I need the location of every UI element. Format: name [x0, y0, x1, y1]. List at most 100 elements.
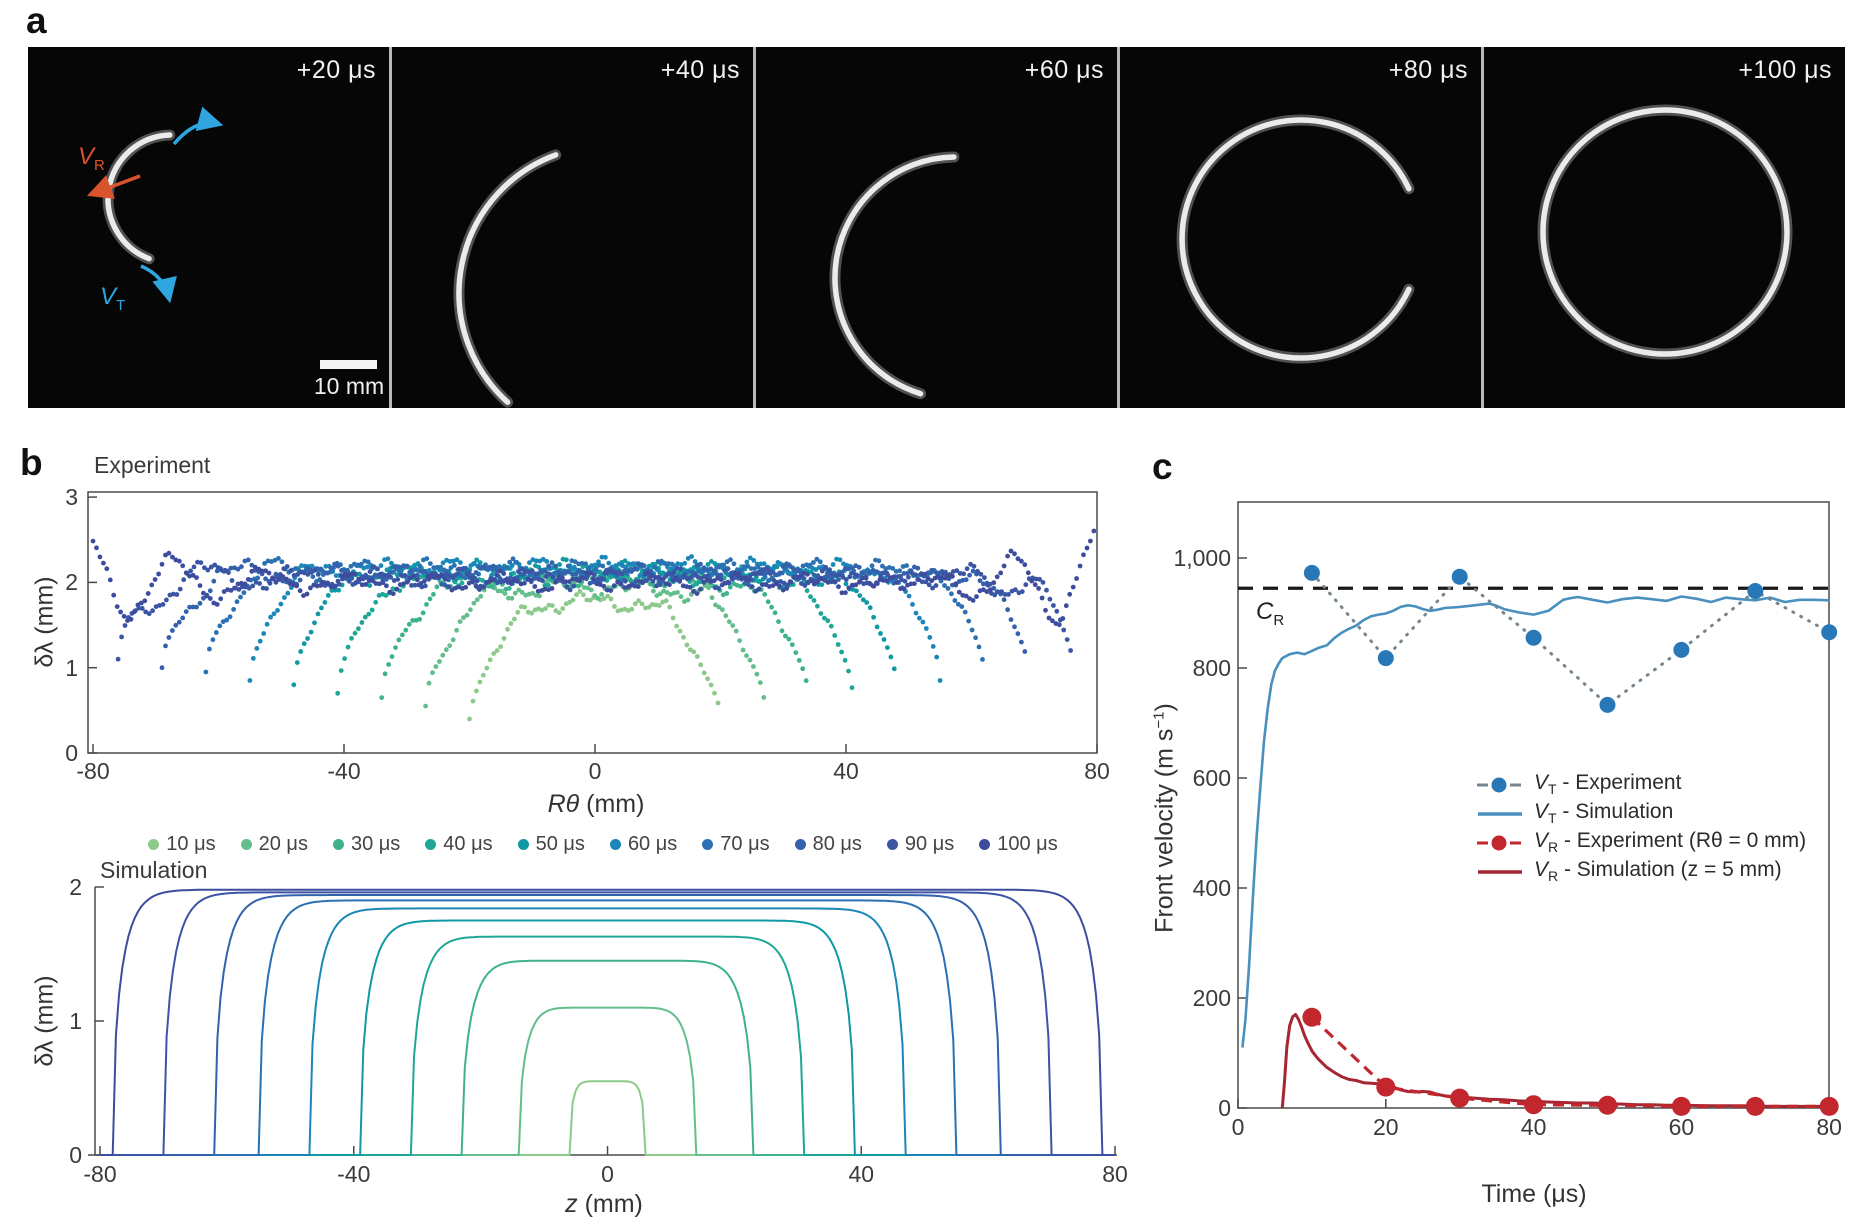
simulation-curve-100μs — [100, 888, 1115, 1156]
velocity-legend-label: VR - Simulation (z = 5 mm) — [1534, 858, 1782, 885]
vt-experiment-point — [1599, 696, 1616, 713]
legend-item: 70 μs — [702, 833, 770, 856]
velocity-legend-item: VT - Experiment — [1476, 770, 1806, 799]
velocity-arrows — [86, 106, 224, 304]
vt-experiment-point — [1747, 583, 1764, 599]
legend-item: 20 μs — [240, 833, 308, 856]
vt-experiment-point — [1303, 564, 1320, 581]
vt-experiment-connector — [1310, 571, 1831, 707]
simulation-curve-10μs — [100, 1080, 1115, 1156]
vr-experiment-point — [1819, 1096, 1839, 1116]
velocity-xtick: 40 — [1520, 1114, 1547, 1140]
experiment-xtick: 40 — [833, 758, 859, 784]
panel-a-frame-strip: +20 μs VR VT 10 mm +40 μs +60 μs +80 μs … — [28, 47, 1845, 408]
legend-label: 70 μs — [720, 833, 770, 855]
legend-label: 20 μs — [258, 833, 308, 855]
experiment-xtick: -80 — [76, 758, 110, 784]
vt-experiment-point — [1673, 641, 1690, 658]
simulation-curve-60μs — [100, 907, 1115, 1156]
simulation-xtick: 40 — [848, 1161, 875, 1187]
velocity-xlabel: Time (μs) — [1481, 1180, 1587, 1208]
velocity-xtick: 60 — [1668, 1114, 1695, 1140]
rayleigh-speed-label: CR — [1256, 598, 1285, 629]
experiment-xtick: 0 — [588, 758, 602, 784]
simulation-xtick: 0 — [601, 1161, 614, 1187]
velocity-ytick: 400 — [1192, 875, 1231, 901]
legend-item: 10 μs — [148, 833, 216, 856]
legend-label: 30 μs — [350, 833, 401, 855]
vt-simulation-line — [1241, 595, 1830, 1048]
scale-bar — [320, 360, 377, 369]
experiment-series-100μs — [90, 528, 1097, 628]
vr-annotation: VR — [78, 143, 105, 174]
dot-dash-marker-icon — [1477, 835, 1521, 850]
legend-item: 60 μs — [609, 833, 678, 856]
simulation-ytick: 2 — [69, 874, 82, 900]
simulation-curve-40μs — [100, 935, 1115, 1156]
simulation-xtick: -40 — [337, 1161, 371, 1187]
panel-a-frame-4: +80 μs — [1120, 47, 1481, 408]
experiment-xlabel: Rθ (mm) — [547, 790, 645, 818]
experiment-ytick: 3 — [65, 484, 78, 511]
simulation-xtick: 80 — [1102, 1161, 1128, 1187]
panel-label-c: c — [1152, 446, 1173, 487]
line-marker-icon — [1478, 811, 1522, 816]
vr-experiment-point — [1671, 1096, 1691, 1116]
scale-bar-label: 10 mm — [313, 373, 385, 399]
simulation-curve-50μs — [100, 919, 1115, 1156]
legend-dot-icon — [702, 839, 714, 850]
legend-label: 40 μs — [443, 833, 493, 855]
legend-label: 50 μs — [535, 833, 585, 855]
legend-dot-icon — [609, 839, 621, 850]
vt-experiment-point — [1525, 629, 1542, 646]
legend-label: 60 μs — [627, 833, 678, 855]
legend-item: 90 μs — [886, 833, 954, 856]
velocity-xtick: 80 — [1816, 1114, 1842, 1140]
experiment-plot — [87, 491, 1098, 754]
frame-timestamp: +40 μs — [660, 56, 740, 84]
experiment-series-20μs — [423, 576, 767, 709]
vr-experiment-point — [1524, 1095, 1544, 1115]
simulation-curve-70μs — [100, 899, 1115, 1156]
vt-experiment-point — [1451, 568, 1468, 585]
vr-experiment-point — [1450, 1088, 1470, 1108]
legend-item: 40 μs — [425, 833, 493, 856]
experiment-title: Experiment — [94, 452, 211, 478]
vr-experiment-point — [1302, 1007, 1322, 1027]
legend-item: 80 μs — [794, 833, 862, 856]
simulation-title: Simulation — [100, 857, 208, 883]
legend-label: 10 μs — [166, 833, 216, 855]
legend-dot-icon — [886, 839, 898, 850]
ring-image-40us — [453, 149, 562, 408]
velocity-xtick: 0 — [1231, 1114, 1245, 1140]
simulation-plot — [88, 886, 1117, 1156]
velocity-legend-label: VR - Experiment (Rθ = 0 mm) — [1534, 829, 1807, 856]
experiment-series-10μs — [467, 589, 721, 722]
dot-dash-marker-icon — [1477, 777, 1521, 792]
simulation-ytick: 1 — [69, 1008, 82, 1034]
experiment-ytick: 0 — [65, 740, 78, 766]
vr-experiment-point — [1598, 1095, 1617, 1115]
experiment-ytick: 2 — [65, 569, 78, 596]
velocity-ytick: 200 — [1192, 985, 1231, 1011]
panel-a-frame-3: +60 μs — [756, 47, 1117, 408]
velocity-ytick: 800 — [1192, 655, 1231, 681]
panel-a-frame-2: +40 μs — [392, 47, 753, 408]
vr-simulation-line — [1280, 1013, 1830, 1109]
vt-annotation: VT — [100, 283, 126, 314]
simulation-curve-90μs — [100, 891, 1115, 1156]
panel-label-a: a — [26, 0, 47, 41]
velocity-xtick: 20 — [1373, 1114, 1399, 1140]
velocity-ytick: 1,000 — [1173, 545, 1231, 571]
legend-dot-icon — [517, 839, 529, 850]
time-legend: 10 μs 20 μs 30 μs 40 μs 50 μs 60 μs 70 μs 80 μs… — [88, 833, 1118, 856]
velocity-legend-item: VT - Simulation — [1476, 799, 1806, 828]
velocity-legend-label: VT - Simulation — [1534, 800, 1674, 827]
ring-image-100us — [1537, 104, 1793, 360]
velocity-legend-label: VT - Experiment — [1534, 771, 1682, 798]
simulation-curve-30μs — [100, 959, 1115, 1156]
frame-timestamp: +80 μs — [1388, 56, 1468, 84]
vr-experiment-point — [1745, 1096, 1765, 1116]
legend-item: 30 μs — [332, 833, 401, 856]
